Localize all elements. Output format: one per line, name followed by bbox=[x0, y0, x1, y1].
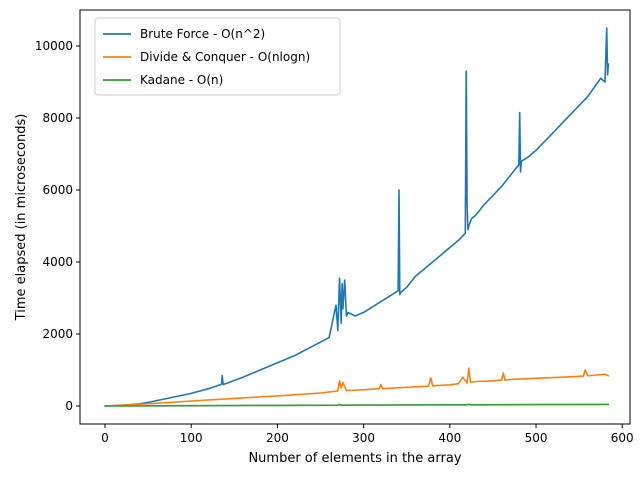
series-line-2 bbox=[104, 403, 610, 407]
x-tick-label: 100 bbox=[180, 431, 203, 445]
legend-label: Kadane - O(n) bbox=[140, 73, 223, 87]
x-tick-label: 600 bbox=[611, 431, 634, 445]
y-axis: 0 2000 4000 6000 8000 10000 bbox=[35, 39, 80, 413]
x-tick-label: 300 bbox=[352, 431, 375, 445]
y-tick-label: 10000 bbox=[35, 39, 73, 53]
series-line-0 bbox=[104, 27, 610, 407]
legend-box bbox=[94, 17, 341, 96]
y-tick-label: 0 bbox=[65, 399, 73, 413]
x-tick-label: 0 bbox=[101, 431, 109, 445]
legend-label: Divide & Conquer - O(nlogn) bbox=[140, 50, 310, 64]
plot-frame bbox=[79, 9, 631, 425]
legend-label: Brute Force - O(n^2) bbox=[140, 27, 265, 41]
series-layer bbox=[104, 27, 610, 407]
x-tick-label: 400 bbox=[438, 431, 461, 445]
x-tick-label: 500 bbox=[525, 431, 548, 445]
x-axis: 0 100 200 300 400 500 600 bbox=[101, 424, 634, 445]
series-line-1 bbox=[104, 367, 610, 407]
legend: Brute Force - O(n^2) Divide & Conquer - O… bbox=[94, 17, 341, 96]
y-tick-label: 8000 bbox=[42, 111, 73, 125]
y-axis-label: Time elapsed (in microseconds) bbox=[14, 114, 29, 322]
x-tick-label: 200 bbox=[266, 431, 289, 445]
y-tick-label: 2000 bbox=[42, 327, 73, 341]
y-tick-label: 4000 bbox=[42, 255, 73, 269]
x-axis-label: Number of elements in the array bbox=[248, 451, 461, 466]
y-tick-label: 6000 bbox=[42, 183, 73, 197]
